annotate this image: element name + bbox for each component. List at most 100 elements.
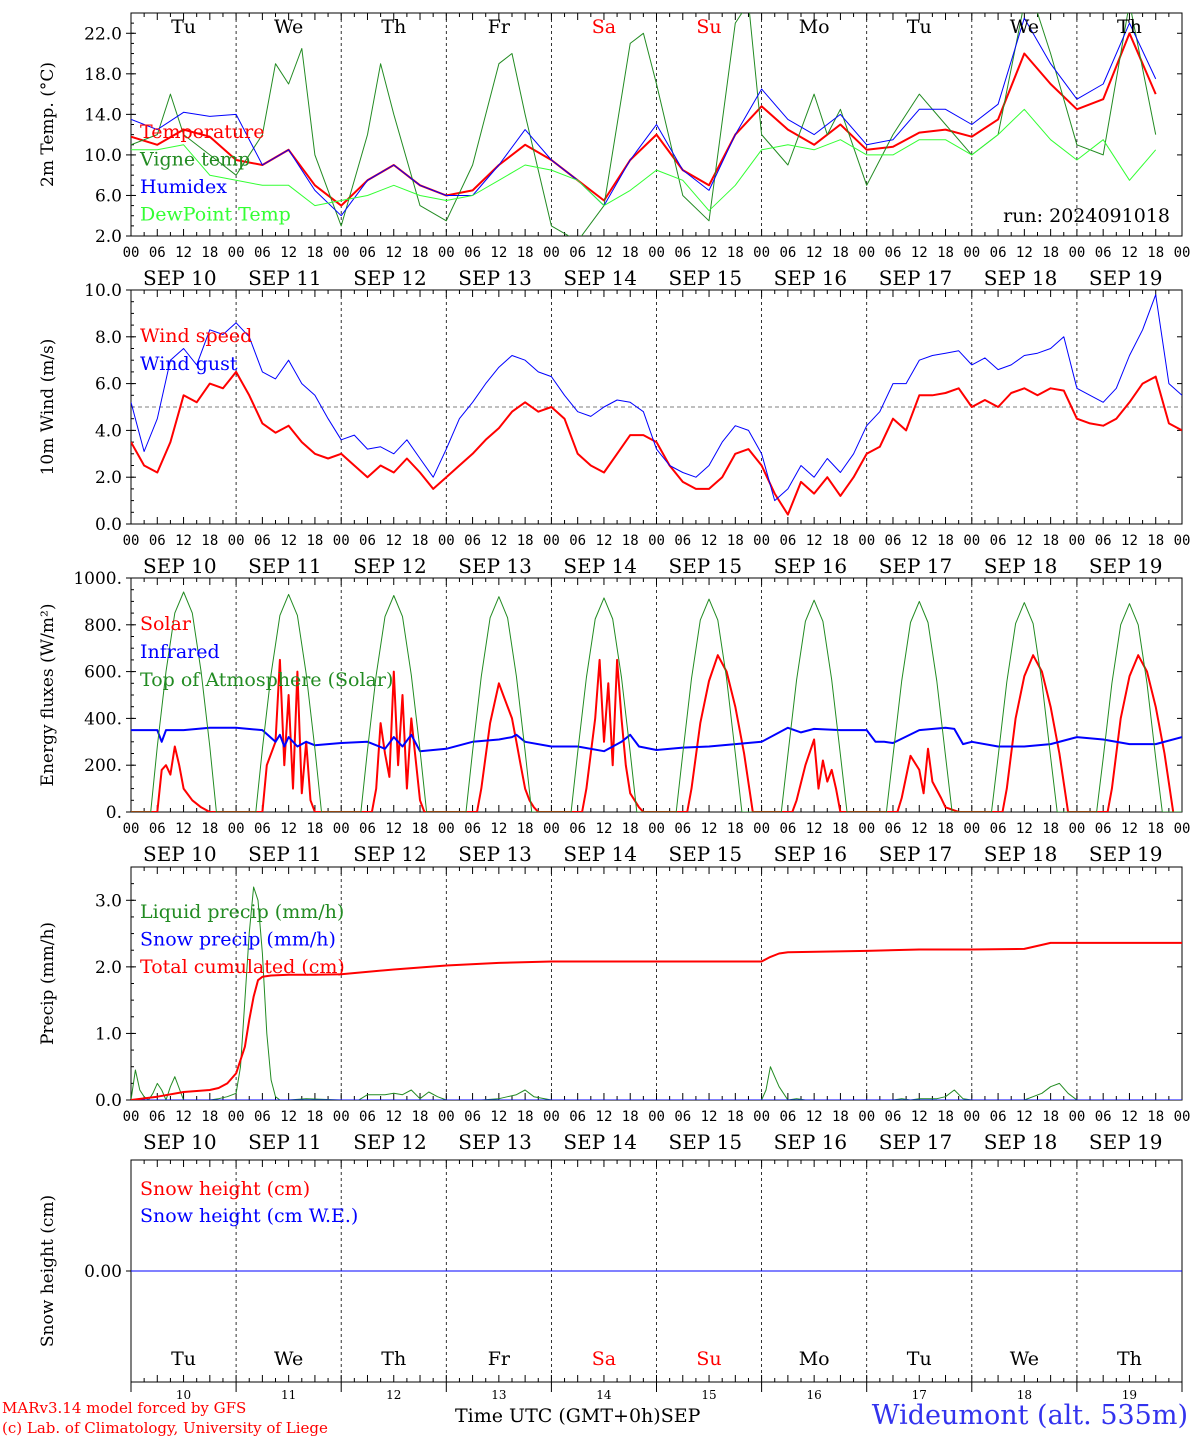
hour-label: 18 [412,245,429,261]
hour-label: 00 [228,533,245,549]
hour-label: 00 [963,245,980,261]
y-tick-label: 200. [84,756,122,776]
hour-label: 12 [596,533,613,549]
hour-label: 12 [490,245,507,261]
day-number: 12 [386,1388,401,1402]
hour-label: 06 [464,245,481,261]
legend-entry: Top of Atmosphere (Solar) [140,669,393,691]
run-annotation: run: 2024091018 [1003,205,1170,227]
legend-entry: Infrared [140,641,220,663]
date-label: SEP 19 [1089,266,1163,290]
weekday-label: Th [1117,16,1142,38]
hour-label: 18 [517,533,534,549]
hour-label: 18 [201,533,218,549]
date-label: SEP 14 [563,554,637,578]
month-label: SEP [660,1405,701,1427]
y-axis-label: Snow height (cm) [38,1195,58,1347]
model-credit: MARv3.14 model forced by GFS (c) Lab. of… [2,1398,328,1438]
series-line-liquid-precip-mm-h [131,886,1182,1100]
series-line-temperature [131,32,1157,207]
hour-label: 00 [543,533,560,549]
hour-label: 06 [569,821,586,837]
hour-label: 12 [1121,533,1138,549]
hour-label: 00 [1174,533,1191,549]
hour-label: 06 [464,533,481,549]
day-number: 10 [176,1388,191,1402]
hour-label: 12 [596,245,613,261]
series-line-wind-gust [131,294,1182,502]
date-label: SEP 15 [669,1130,743,1154]
hour-label: 06 [885,1109,902,1125]
hour-label: 06 [990,533,1007,549]
date-label: SEP 18 [984,266,1058,290]
hour-label: 12 [806,1109,823,1125]
y-axis-label: Energy fluxes (W/m²) [38,604,58,787]
hour-label: 06 [1095,1109,1112,1125]
hour-label: 00 [1068,245,1085,261]
legend-entry: Solar [140,613,192,635]
hour-label: 00 [228,821,245,837]
legend-entry: DewPoint Temp [140,204,291,226]
series-line-infrared [131,726,1182,753]
hour-label: 12 [175,533,192,549]
day-number: 18 [1017,1388,1032,1402]
y-tick-label: 8.0 [95,328,122,348]
weekday-label: Tu [907,1348,932,1370]
y-tick-label: 18.0 [84,65,122,85]
hour-label: 06 [674,1109,691,1125]
hour-label: 06 [779,1109,796,1125]
hour-label: 00 [963,1109,980,1125]
hour-label: 06 [464,1109,481,1125]
date-label: SEP 15 [669,554,743,578]
y-tick-label: 6.0 [95,186,122,206]
hour-label: 12 [280,245,297,261]
legend-entry: Liquid precip (mm/h) [140,901,344,923]
legend-entry: Wind speed [140,325,252,347]
date-label: SEP 10 [143,1130,217,1154]
date-label: SEP 19 [1089,554,1163,578]
date-label: SEP 17 [879,554,953,578]
weekday-label: Fr [488,1348,511,1370]
hour-label: 06 [149,1109,166,1125]
hour-label: 18 [412,821,429,837]
y-tick-label: 0.00 [84,1262,122,1282]
hour-label: 12 [1016,245,1033,261]
legend-entry: Snow height (cm W.E.) [140,1205,358,1227]
hour-label: 12 [701,821,718,837]
date-label: SEP 14 [563,1130,637,1154]
hour-label: 18 [517,245,534,261]
hour-label: 00 [123,245,140,261]
day-number: 11 [281,1388,296,1402]
weekday-label: Th [381,16,406,38]
hour-label: 06 [1095,533,1112,549]
y-tick-label: 14.0 [84,105,122,125]
hour-label: 00 [753,821,770,837]
hour-label: 18 [412,533,429,549]
hour-label: 18 [1147,821,1164,837]
date-label: SEP 12 [353,554,427,578]
date-label: SEP 13 [458,554,532,578]
date-label: SEP 13 [458,842,532,866]
hour-label: 06 [1095,245,1112,261]
weekday-label: Th [1117,1348,1142,1370]
hour-label: 12 [1121,245,1138,261]
hour-label: 00 [438,245,455,261]
hour-label: 12 [806,533,823,549]
date-label: SEP 15 [669,266,743,290]
hour-label: 00 [333,821,350,837]
date-label: SEP 15 [669,842,743,866]
hour-label: 00 [1068,1109,1085,1125]
hour-label: 12 [701,1109,718,1125]
day-number: 13 [491,1388,506,1402]
hour-label: 06 [359,821,376,837]
hour-label: 12 [911,1109,928,1125]
series-line-wind-speed [131,370,1182,516]
weekday-label: We [274,16,303,38]
hour-label: 00 [543,1109,560,1125]
hour-label: 06 [149,245,166,261]
hour-label: 18 [201,245,218,261]
series-line-humidex [131,17,1157,217]
hour-label: 06 [779,245,796,261]
hour-label: 12 [1016,1109,1033,1125]
weekday-label: Th [381,1348,406,1370]
